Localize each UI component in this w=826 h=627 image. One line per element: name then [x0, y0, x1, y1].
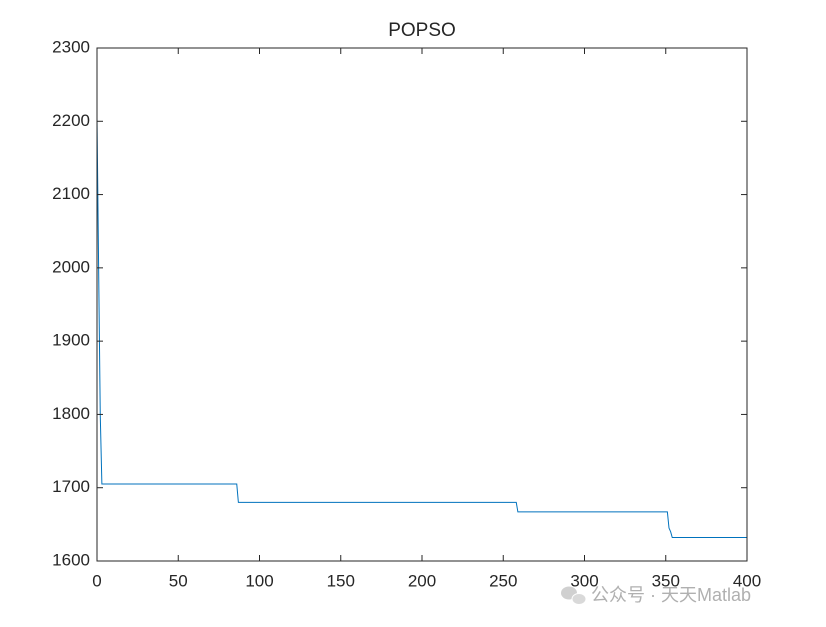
x-tick-label: 50: [169, 571, 188, 590]
y-tick-label: 1900: [52, 331, 90, 350]
x-tick-label: 300: [570, 571, 598, 590]
y-tick-label: 1600: [52, 550, 90, 569]
x-tick-label: 350: [652, 571, 680, 590]
x-tick-label: 150: [327, 571, 355, 590]
watermark-icon: [561, 586, 587, 605]
y-tick-label: 2100: [52, 184, 90, 203]
x-tick-label: 400: [733, 571, 761, 590]
y-tick-label: 1800: [52, 404, 90, 423]
chart-title: POPSO: [388, 20, 456, 41]
x-tick-label: 200: [408, 571, 436, 590]
y-tick-label: 2300: [52, 37, 90, 56]
x-tick-label: 250: [489, 571, 517, 590]
x-tick-label: 100: [245, 571, 273, 590]
y-tick-label: 1700: [52, 477, 90, 496]
y-tick-label: 2200: [52, 111, 90, 130]
watermark: 公众号 · 天天Matlab: [591, 585, 751, 605]
y-tick-label: 2000: [52, 257, 90, 276]
x-tick-label: 0: [92, 571, 101, 590]
